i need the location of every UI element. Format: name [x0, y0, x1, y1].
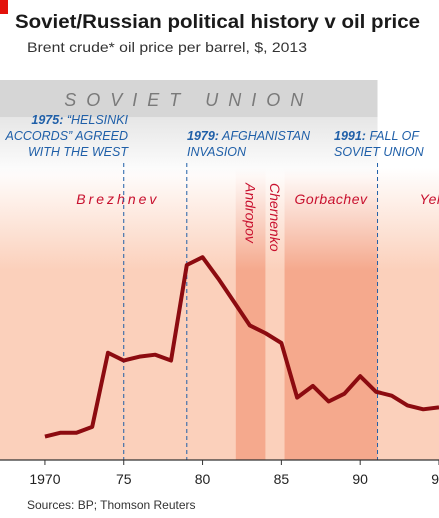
event-text: “HELSINKI: [67, 113, 129, 127]
event-text: WITH THE WEST: [28, 145, 129, 159]
event-text: AFGHANISTAN: [221, 129, 311, 143]
event-text: FALL OF: [369, 129, 420, 143]
x-tick-label: 95: [431, 471, 439, 487]
x-tick-label: 85: [274, 471, 290, 487]
x-tick-label: 1970: [29, 471, 60, 487]
soviet-band-fade: [0, 117, 378, 177]
event-annotation: 1979: AFGHANISTAN INVASION: [187, 129, 311, 159]
leader-name: Chernenko: [267, 183, 283, 252]
x-tick-label: 90: [352, 471, 368, 487]
leader-period: [265, 168, 285, 460]
event-annotation: 1975: “HELSINKI ACCORDS” AGREED WITH THE W…: [5, 113, 130, 159]
leader-period: [284, 168, 378, 460]
source: Sources: BP; Thomson Reuters: [27, 498, 196, 512]
leader-name: Yeltsin: [420, 191, 439, 207]
soviet-band: [0, 80, 378, 117]
event-year: 1979:: [187, 129, 219, 143]
leader-period: [377, 168, 439, 460]
event-year: 1975:: [31, 113, 63, 127]
event-text: INVASION: [187, 145, 247, 159]
leader-period: [0, 168, 236, 460]
leader-name: Andropov: [243, 182, 259, 244]
event-text: ACCORDS” AGREED: [5, 129, 128, 143]
event-annotation: 1991: FALL OF SOVIET UNION: [334, 129, 425, 159]
brand-mark: [0, 0, 8, 14]
leader-name: Gorbachev: [295, 191, 368, 207]
chart-subtitle: Brent crude* oil price per barrel, $, 20…: [27, 39, 307, 55]
x-tick-label: 75: [116, 471, 132, 487]
band-label: SOVIET UNION: [64, 90, 313, 110]
x-tick-label: 80: [195, 471, 211, 487]
leader-name: Brezhnev: [76, 191, 159, 207]
price-line: [44, 255, 439, 439]
event-year: 1991:: [334, 129, 366, 143]
event-text: SOVIET UNION: [334, 145, 425, 159]
chart-title: Soviet/Russian political history v oil p…: [15, 12, 420, 33]
